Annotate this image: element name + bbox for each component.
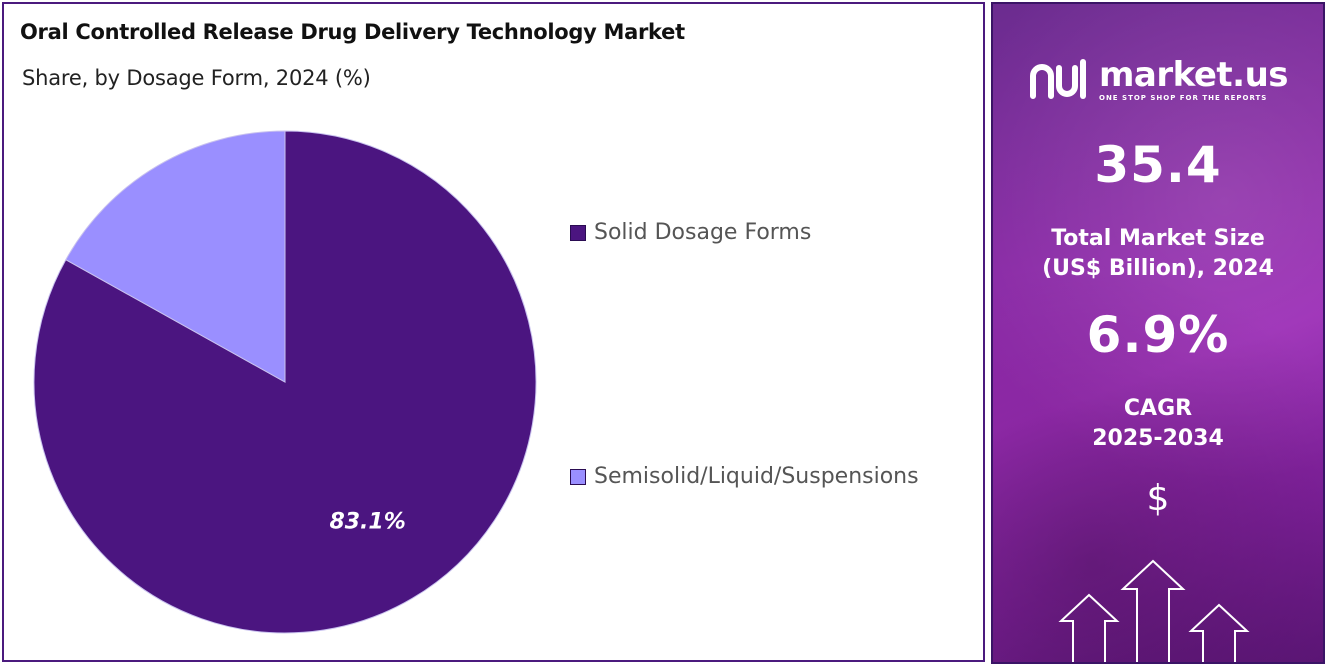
legend: Solid Dosage Forms Semisolid/Liquid/Susp… [570,216,980,506]
chart-title: Oral Controlled Release Drug Delivery Te… [20,20,685,44]
legend-swatch-solid [570,224,586,241]
legend-item-solid[interactable]: Solid Dosage Forms [570,220,811,245]
market-size-value: 35.4 [1094,136,1222,194]
chart-panel: Oral Controlled Release Drug Delivery Te… [2,2,985,662]
market-size-label-line1: Total Market Size [1051,226,1265,251]
cagr-label: CAGR [1123,396,1193,421]
chart-subtitle: Share, by Dosage Form, 2024 (%) [22,66,371,90]
legend-label-solid: Solid Dosage Forms [594,220,812,245]
cagr-value: 6.9% [1086,306,1230,364]
market-us-logo-icon [1030,59,1086,99]
legend-label-semisolid: Semisolid/Liquid/Suspensions [594,464,919,489]
brand-tagline: ONE STOP SHOP FOR THE REPORTS [1099,94,1268,102]
growth-arrows-icon [1058,559,1250,662]
pie-chart: 83.1% [33,130,537,634]
pie-slice-1-label: 83.1% [329,510,405,535]
legend-item-semisolid[interactable]: Semisolid/Liquid/Suspensions [570,464,919,489]
brand-name: market.us [1099,55,1289,95]
legend-swatch-semisolid [570,468,586,485]
brand[interactable]: market.us ONE STOP SHOP FOR THE REPORTS [1029,55,1289,104]
dollar-icon: $ [1146,478,1170,519]
market-size-label-line2: (US$ Billion), 2024 [1042,256,1274,281]
pie-slice-2[interactable] [65,130,286,383]
summary-panel: market.us ONE STOP SHOP FOR THE REPORTS … [991,2,1325,664]
cagr-period: 2025-2034 [1092,426,1224,451]
